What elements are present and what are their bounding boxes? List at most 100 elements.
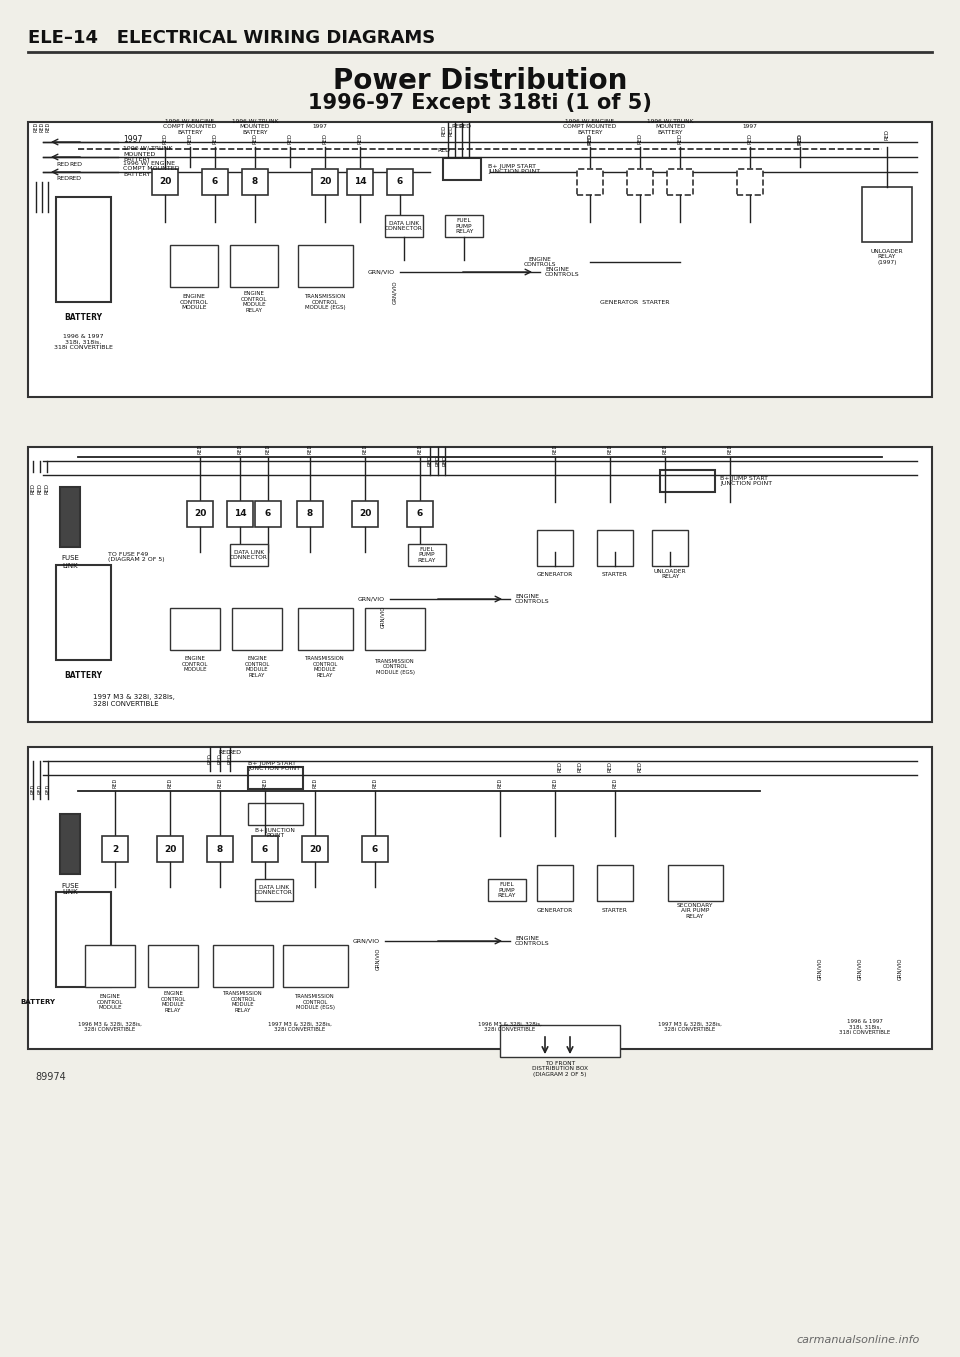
Text: TRANSMISSION
CONTROL
MODULE (EGS): TRANSMISSION CONTROL MODULE (EGS): [375, 658, 415, 676]
Bar: [28, 122, 932, 398]
Bar: [365, 608, 425, 650]
Bar: [537, 531, 573, 566]
Text: 8: 8: [217, 844, 223, 854]
Text: FUSE
LINK: FUSE LINK: [61, 882, 79, 896]
Text: RED: RED: [228, 753, 232, 764]
Text: GRN/VIO: GRN/VIO: [857, 958, 862, 980]
Bar: [102, 836, 128, 862]
Text: ENGINE
CONTROL
MODULE: ENGINE CONTROL MODULE: [181, 655, 208, 672]
Text: 1997: 1997: [123, 136, 142, 144]
Text: 1997 M3 & 328i, 328is,
328i CONVERTIBLE: 1997 M3 & 328i, 328is, 328i CONVERTIBLE: [268, 1022, 332, 1033]
Text: RED: RED: [69, 161, 83, 167]
Bar: [667, 170, 693, 195]
Text: RED: RED: [884, 129, 890, 140]
Text: RED: RED: [608, 761, 612, 772]
Text: RED: RED: [212, 133, 218, 144]
Text: FUEL
PUMP
RELAY: FUEL PUMP RELAY: [418, 547, 436, 563]
Text: RED: RED: [662, 444, 667, 455]
Text: RED: RED: [427, 456, 433, 467]
Text: RED: RED: [363, 444, 368, 455]
Bar: [152, 170, 178, 195]
Text: 6: 6: [262, 844, 268, 854]
Text: GRN/VIO: GRN/VIO: [380, 605, 386, 628]
Bar: [255, 501, 281, 527]
Bar: [408, 544, 446, 566]
Bar: [255, 879, 293, 901]
Bar: [352, 501, 378, 527]
Bar: [302, 836, 328, 862]
Text: 1996 W/ TRUNK
MOUNTED
BATTERY: 1996 W/ TRUNK MOUNTED BATTERY: [647, 118, 693, 136]
Bar: [737, 170, 763, 195]
Text: UNLOADER
RELAY
(1997): UNLOADER RELAY (1997): [871, 248, 903, 266]
Bar: [60, 814, 80, 874]
Text: RED: RED: [218, 753, 223, 764]
Bar: [170, 608, 220, 650]
Bar: [248, 803, 303, 825]
Text: 20: 20: [158, 178, 171, 186]
Text: ENGINE
CONTROL
MODULE
RELAY: ENGINE CONTROL MODULE RELAY: [241, 290, 267, 313]
Text: RED: RED: [287, 133, 293, 144]
Text: RED: RED: [57, 175, 69, 180]
Bar: [232, 608, 282, 650]
Text: Power Distribution: Power Distribution: [333, 66, 627, 95]
Text: 1996 & 1997
318i, 318is,
318i CONVERTIBLE: 1996 & 1997 318i, 318is, 318i CONVERTIBL…: [839, 1019, 891, 1035]
Bar: [362, 836, 388, 862]
Text: B+ JUMP START
JUNCTION POINT: B+ JUMP START JUNCTION POINT: [488, 164, 540, 175]
Text: ENGINE
CONTROL
MODULE
RELAY: ENGINE CONTROL MODULE RELAY: [245, 655, 270, 678]
Text: RED: RED: [45, 122, 51, 132]
Bar: [230, 544, 268, 566]
Text: FUEL
PUMP
RELAY: FUEL PUMP RELAY: [455, 217, 473, 235]
Text: RED: RED: [678, 133, 683, 144]
Text: RED: RED: [266, 444, 271, 455]
Text: 20: 20: [164, 844, 177, 854]
Text: UNLOADER
RELAY: UNLOADER RELAY: [654, 569, 686, 579]
Text: 6: 6: [265, 509, 271, 518]
Bar: [28, 446, 932, 722]
Text: RED: RED: [167, 778, 173, 788]
Text: RED: RED: [187, 133, 193, 144]
Bar: [297, 501, 323, 527]
Text: 20: 20: [359, 509, 372, 518]
Text: RED: RED: [198, 444, 203, 455]
Text: SECONDARY
AIR PUMP
RELAY: SECONDARY AIR PUMP RELAY: [677, 902, 713, 919]
Text: RED: RED: [588, 134, 592, 145]
Text: 1996 & 1997
318i, 318is,
318i CONVERTIBLE: 1996 & 1997 318i, 318is, 318i CONVERTIBL…: [54, 334, 112, 350]
Text: ENGINE
CONTROLS: ENGINE CONTROLS: [515, 593, 550, 604]
Bar: [148, 944, 198, 987]
Text: 8: 8: [252, 178, 258, 186]
Bar: [445, 214, 483, 237]
Bar: [283, 944, 348, 987]
Text: RED: RED: [237, 444, 243, 455]
Text: DATA LINK
CONNECTOR: DATA LINK CONNECTOR: [255, 885, 293, 896]
Text: 6: 6: [212, 178, 218, 186]
Text: TO FRONT
DISTRIBUTION BOX
(DIAGRAM 2 OF 5): TO FRONT DISTRIBUTION BOX (DIAGRAM 2 OF …: [532, 1061, 588, 1077]
Text: RED: RED: [228, 749, 242, 754]
Text: RED: RED: [578, 761, 583, 772]
Text: 20: 20: [194, 509, 206, 518]
Text: RED: RED: [218, 778, 223, 788]
Text: RED: RED: [262, 778, 268, 788]
Text: RED: RED: [553, 444, 558, 455]
Bar: [227, 501, 253, 527]
Bar: [597, 531, 633, 566]
Bar: [298, 608, 353, 650]
Text: 2: 2: [112, 844, 118, 854]
Text: BATTERY: BATTERY: [64, 312, 102, 322]
Text: RED: RED: [553, 778, 558, 788]
Text: RED: RED: [39, 122, 44, 132]
Bar: [230, 246, 278, 286]
Text: RED: RED: [37, 483, 42, 494]
Text: FUSE
LINK: FUSE LINK: [61, 555, 79, 569]
Text: carmanualsonline.info: carmanualsonline.info: [797, 1335, 920, 1345]
Text: TRANSMISSION
CONTROL
MODULE
RELAY: TRANSMISSION CONTROL MODULE RELAY: [223, 991, 263, 1014]
Bar: [537, 864, 573, 901]
Text: TO FUSE F49
(DIAGRAM 2 OF 5): TO FUSE F49 (DIAGRAM 2 OF 5): [108, 551, 164, 562]
Text: GRN/VIO: GRN/VIO: [353, 939, 380, 943]
Bar: [170, 246, 218, 286]
Text: 1997 M3 & 328i, 328is,
328i CONVERTIBLE: 1997 M3 & 328i, 328is, 328i CONVERTIBLE: [93, 693, 175, 707]
Text: RED: RED: [45, 784, 51, 794]
Bar: [56, 892, 111, 987]
Text: RED: RED: [112, 778, 117, 788]
Bar: [248, 767, 303, 788]
Bar: [443, 157, 481, 180]
